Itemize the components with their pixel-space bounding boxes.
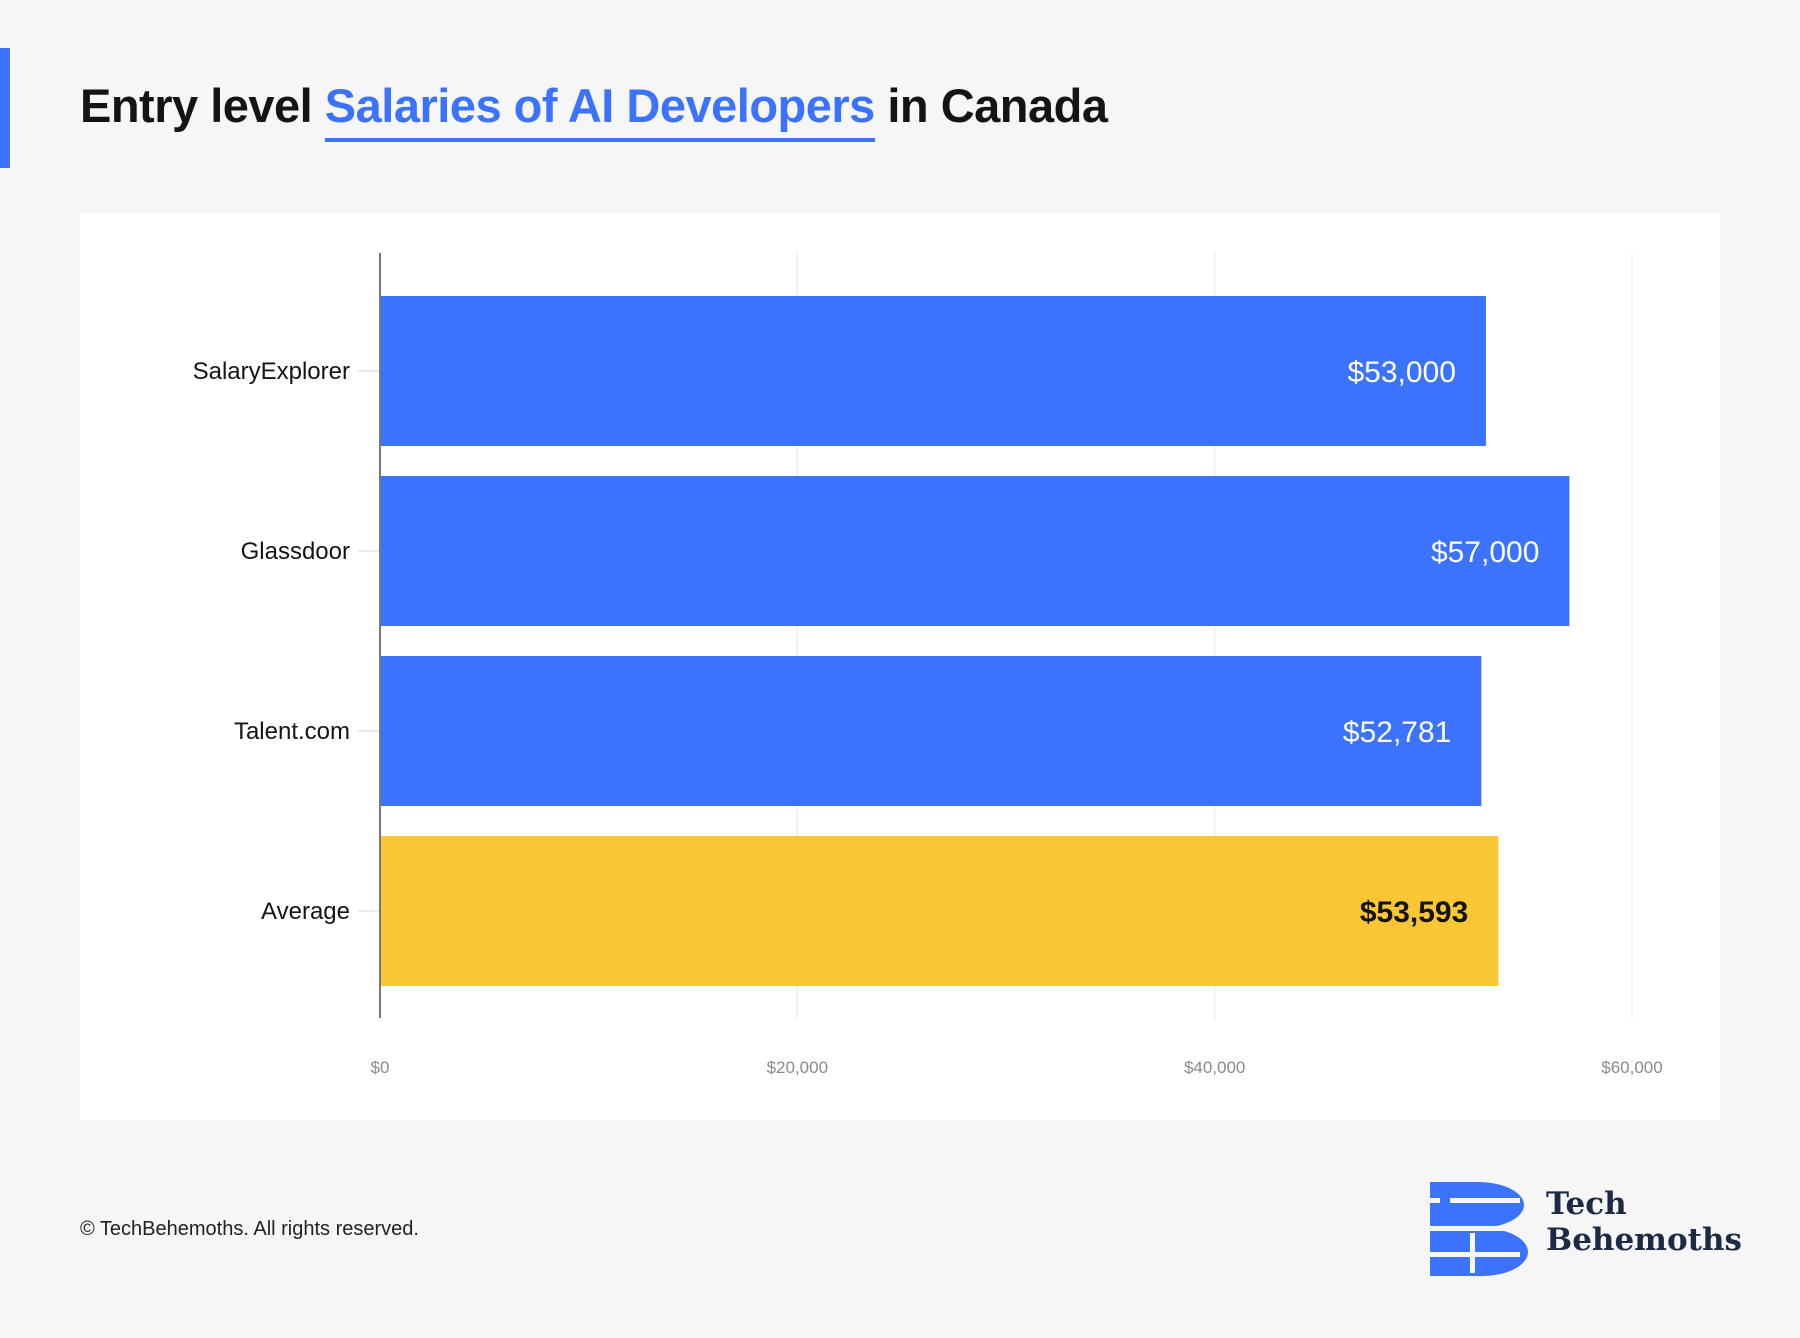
x-tick-label: $40,000 xyxy=(1184,1058,1245,1077)
logo-line-2: Behemoths xyxy=(1546,1222,1742,1258)
category-label: Glassdoor xyxy=(241,538,350,565)
techbehemoths-logo: Tech Behemoths xyxy=(1428,1178,1758,1282)
x-tick-label: $20,000 xyxy=(767,1058,828,1077)
bar xyxy=(380,476,1570,626)
x-tick-label: $60,000 xyxy=(1601,1058,1662,1077)
chart-panel: $0 $20,000 $40,000 $60,000 SalaryExplorer $53… xyxy=(80,213,1720,1120)
category-label: Average xyxy=(261,898,350,925)
bar xyxy=(380,296,1486,446)
title-prefix: Entry level xyxy=(80,79,313,132)
data-label: $53,593 xyxy=(1360,896,1468,929)
x-tick-label: $0 xyxy=(371,1058,390,1077)
category-label: SalaryExplorer xyxy=(193,358,350,385)
data-label: $57,000 xyxy=(1431,536,1539,569)
title-accent-bar xyxy=(0,48,10,168)
data-label: $53,000 xyxy=(1347,356,1455,389)
page-title: Entry level Salaries of AI Developers in… xyxy=(80,78,1108,142)
title-suffix: in Canada xyxy=(887,79,1108,132)
bar xyxy=(380,656,1482,806)
title-highlight: Salaries of AI Developers xyxy=(324,79,875,142)
bar xyxy=(380,836,1499,986)
bar-chart: $0 $20,000 $40,000 $60,000 SalaryExplorer $53… xyxy=(193,253,1663,1077)
logo-wordmark: Tech Behemoths xyxy=(1546,1186,1742,1258)
logo-line-1: Tech xyxy=(1546,1186,1627,1222)
category-label: Talent.com xyxy=(234,718,350,745)
copyright-notice: © TechBehemoths. All rights reserved. xyxy=(80,1218,419,1240)
techbehemoths-logo-icon xyxy=(1428,1182,1528,1276)
data-label: $52,781 xyxy=(1343,716,1451,749)
